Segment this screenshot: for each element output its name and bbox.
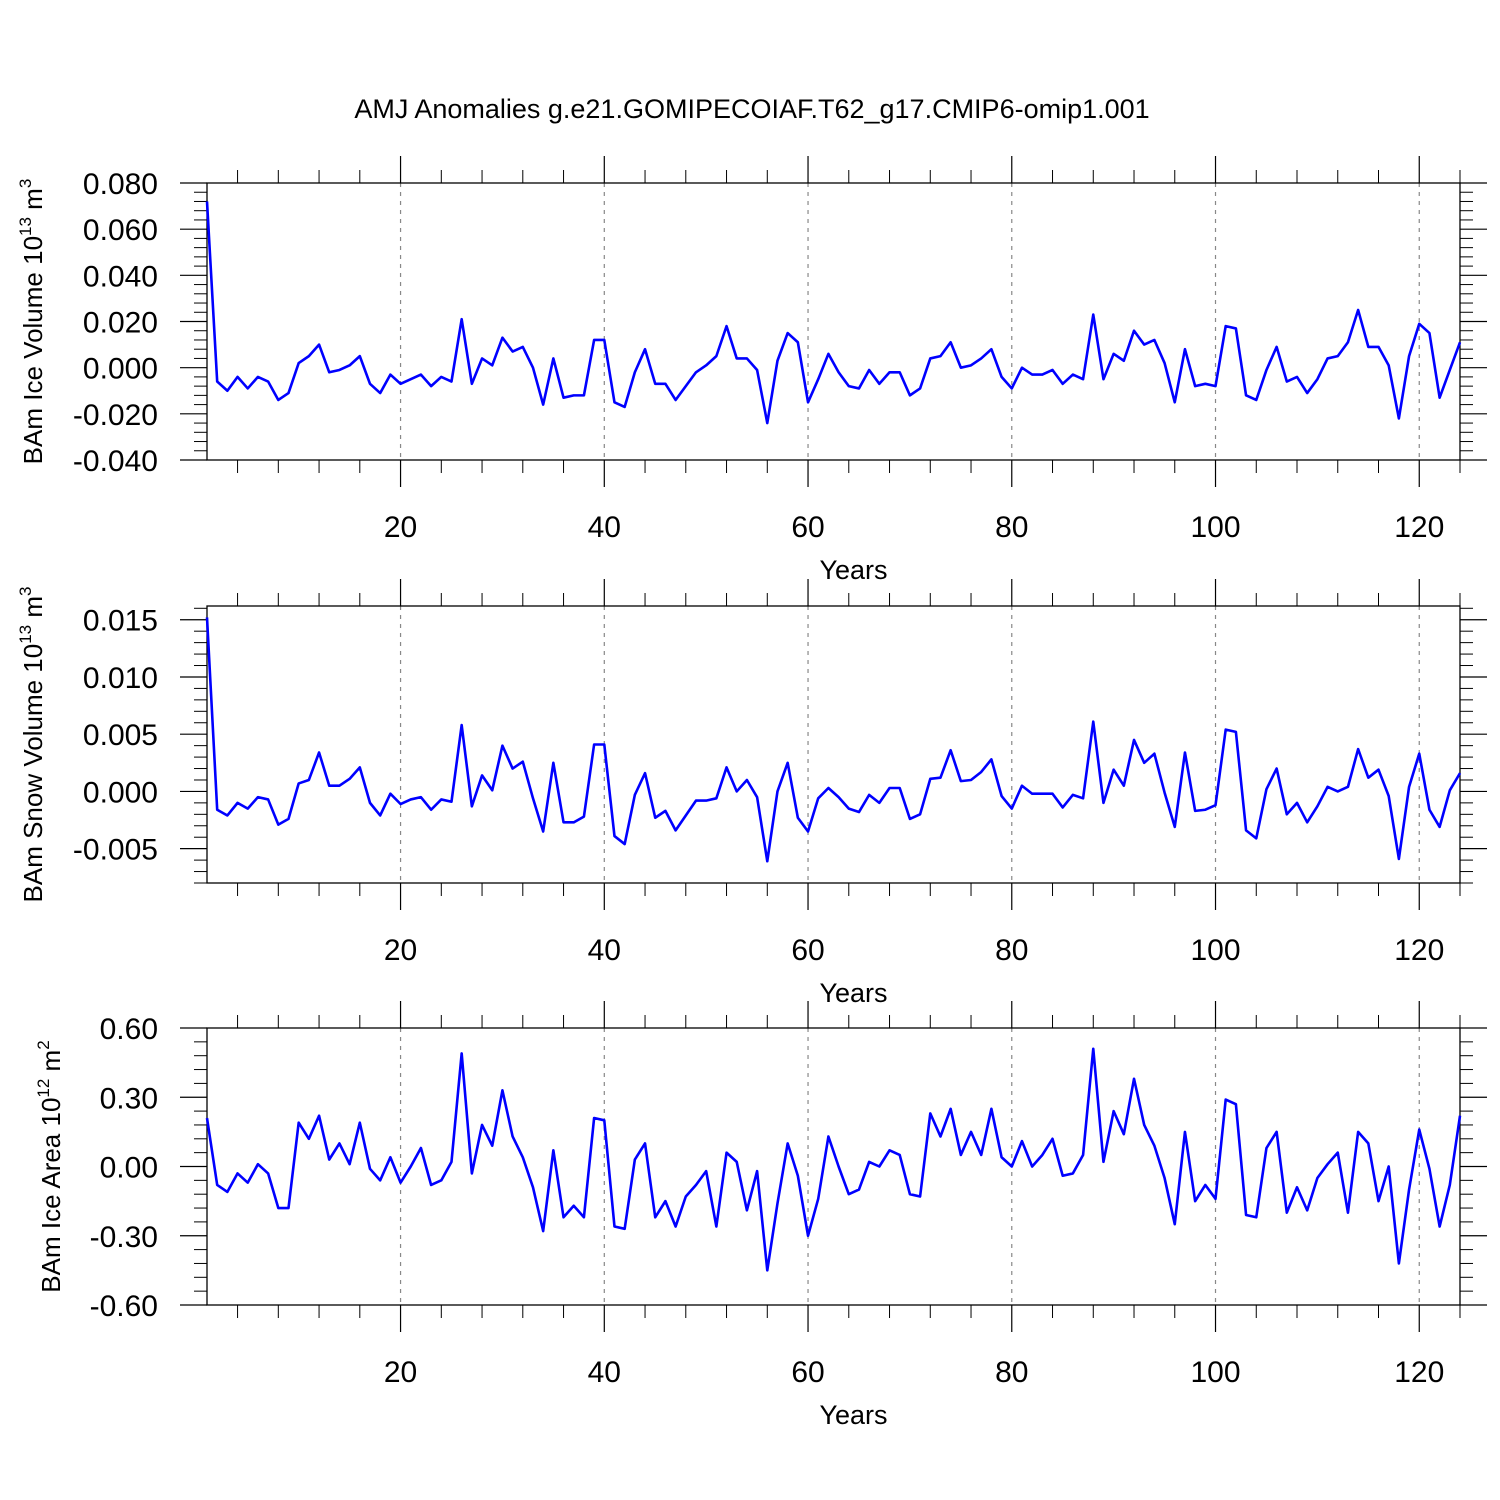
x-axis-label: Years — [819, 978, 887, 1008]
x-tick-label: 80 — [995, 511, 1028, 544]
y-tick-label: -0.30 — [90, 1221, 158, 1254]
x-tick-label: 20 — [384, 511, 417, 544]
series-line-ice-volume — [205, 201, 1462, 425]
x-tick-label: 100 — [1190, 511, 1240, 544]
series-line-ice-area — [205, 1047, 1462, 1272]
x-tick-label: 80 — [995, 1356, 1028, 1389]
x-tick-label: 60 — [791, 1356, 824, 1389]
x-tick-label: 20 — [384, 1356, 417, 1389]
x-tick-label: 120 — [1394, 934, 1444, 967]
y-tick-label: 0.60 — [100, 1013, 158, 1046]
x-tick-label: 120 — [1394, 511, 1444, 544]
y-tick-label: 0.005 — [83, 719, 158, 752]
y-tick-label: 0.080 — [83, 168, 158, 201]
plot-frame — [206, 182, 1461, 461]
x-tick-label: 100 — [1190, 1356, 1240, 1389]
x-tick-label: 40 — [588, 511, 621, 544]
chart-title: AMJ Anomalies g.e21.GOMIPECOIAF.T62_g17.… — [354, 94, 1149, 124]
y-tick-label: -0.60 — [90, 1290, 158, 1323]
panel-snow-volume: 20 40 60 80 100 120 Years -0.005 0.000 0.005 0.010… — [16, 579, 1487, 1008]
y-tick-label: 0.020 — [83, 307, 158, 340]
y-tick-label: -0.020 — [73, 399, 158, 432]
x-tick-label: 120 — [1394, 1356, 1444, 1389]
x-tick-label: 20 — [384, 934, 417, 967]
y-tick-label: 0.015 — [83, 605, 158, 638]
y-tick-label: 0.000 — [83, 353, 158, 386]
x-axis-label: Years — [819, 555, 887, 585]
y-tick-label: 0.060 — [83, 214, 158, 247]
y-tick-label: 0.000 — [83, 776, 158, 809]
y-tick-label: 0.00 — [100, 1152, 158, 1185]
panel-ice-volume: 20 40 60 80 100 120 Years -0.040 -0.020 0.000 0.02… — [16, 156, 1487, 585]
y-tick-label: -0.005 — [73, 834, 158, 867]
x-tick-label: 60 — [791, 934, 824, 967]
x-tick-label: 60 — [791, 511, 824, 544]
x-tick-label: 40 — [588, 934, 621, 967]
y-tick-label: -0.040 — [73, 445, 158, 478]
y-axis-label: BAm Ice Area 1012 m2 — [34, 1040, 66, 1292]
y-tick-label: 0.30 — [100, 1082, 158, 1115]
y-tick-label: 0.010 — [83, 662, 158, 695]
y-axis-label: BAm Ice Volume 1013 m3 — [16, 179, 48, 465]
chart-panels: 20 40 60 80 100 120 Years -0.040 -0.020 0.000 0.02… — [16, 156, 1487, 1430]
y-axis-label: BAm Snow Volume 1013 m3 — [16, 587, 48, 903]
x-tick-label: 40 — [588, 1356, 621, 1389]
panel-ice-area: 20 40 60 80 100 120 Years -0.60 -0.30 0.00 0.30 0.6… — [34, 1001, 1487, 1430]
y-tick-label: 0.040 — [83, 260, 158, 293]
plot-frame — [206, 605, 1461, 884]
series-line-snow-volume — [205, 617, 1462, 863]
x-tick-label: 80 — [995, 934, 1028, 967]
x-tick-label: 100 — [1190, 934, 1240, 967]
x-axis-label: Years — [819, 1400, 887, 1430]
